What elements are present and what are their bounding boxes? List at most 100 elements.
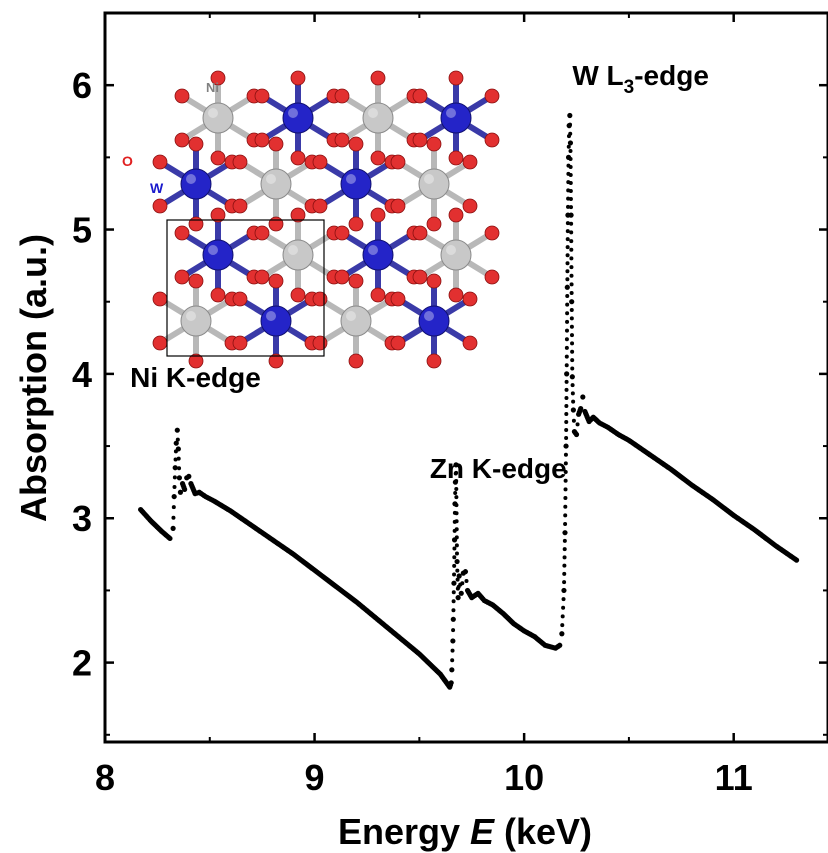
data-point xyxy=(174,427,180,433)
data-point-interp xyxy=(172,484,177,489)
inset-oxygen-atom xyxy=(210,70,226,86)
data-point-interp xyxy=(569,333,574,338)
inset-oxygen-atom xyxy=(152,291,168,307)
y-tick-label: 2 xyxy=(72,643,92,684)
inset-oxygen-atom xyxy=(348,216,364,232)
data-point xyxy=(564,371,570,377)
inset-atom-highlight xyxy=(186,311,196,321)
data-point-interp xyxy=(570,366,575,371)
inset-nickel-atom xyxy=(202,102,234,134)
inset-oxygen-atom xyxy=(188,273,204,289)
data-point-interp xyxy=(569,265,574,270)
inset-nickel-atom xyxy=(440,239,472,271)
data-point-interp xyxy=(568,131,573,136)
plot-frame xyxy=(103,11,828,744)
data-point-interp xyxy=(564,403,569,408)
data-point xyxy=(462,569,469,575)
inset-atom-label: O xyxy=(122,153,133,169)
inset-tungsten-atom xyxy=(180,168,212,200)
data-point-interp xyxy=(173,457,178,462)
data-point-interp xyxy=(568,122,573,127)
inset-tungsten-atom xyxy=(260,305,292,337)
data-point-interp xyxy=(564,395,569,400)
inset-oxygen-atom xyxy=(484,132,500,148)
inset-tungsten-atom xyxy=(340,168,372,200)
inset-tungsten-atom xyxy=(418,305,450,337)
inset-oxygen-atom xyxy=(254,269,270,285)
inset-oxygen-atom xyxy=(412,269,428,285)
y-tick-label: 4 xyxy=(72,354,92,395)
inset-atom-highlight xyxy=(266,311,276,321)
inset-atom-highlight xyxy=(208,245,218,255)
data-point-interp xyxy=(569,205,573,210)
inset-oxygen-atom xyxy=(370,287,386,303)
data-point-interp xyxy=(562,547,567,552)
data-point-interp xyxy=(569,282,574,287)
data-point xyxy=(454,558,460,565)
inset-oxygen-atom xyxy=(268,216,284,232)
data-point-interp xyxy=(452,555,457,560)
data-point xyxy=(562,530,568,536)
inset-oxygen-atom xyxy=(448,287,464,303)
data-point-interp xyxy=(450,648,455,653)
inset-oxygen-atom xyxy=(254,132,270,148)
inset-oxygen-atom xyxy=(484,269,500,285)
data-point-interp xyxy=(569,256,574,261)
inset-oxygen-atom xyxy=(152,198,168,214)
data-point-interp xyxy=(454,487,459,492)
inset-oxygen-atom xyxy=(232,154,248,170)
data-point xyxy=(458,590,464,596)
inset-nickel-atom xyxy=(340,305,372,337)
inset-oxygen-atom xyxy=(370,207,386,223)
data-point-interp xyxy=(564,337,569,342)
data-point-interp xyxy=(451,590,456,595)
data-point-interp xyxy=(569,324,574,329)
data-point-interp xyxy=(563,496,568,501)
inset-oxygen-atom xyxy=(462,335,478,351)
data-point-interp xyxy=(565,269,570,274)
data-point xyxy=(450,616,456,622)
data-point xyxy=(448,680,454,686)
inset-atom-highlight xyxy=(208,108,218,118)
inset-tungsten-atom xyxy=(282,102,314,134)
data-point xyxy=(177,489,184,495)
data-point-interp xyxy=(460,581,465,586)
inset-oxygen-atom xyxy=(484,225,500,241)
data-point-interp xyxy=(452,572,457,577)
inset-oxygen-atom xyxy=(290,287,306,303)
data-point xyxy=(182,486,188,492)
inset-oxygen-atom xyxy=(268,273,284,289)
data-point-interp xyxy=(562,580,567,585)
data-point-interp xyxy=(568,181,573,186)
w-edge-annotation: W L3-edge xyxy=(572,60,709,98)
data-point-interp xyxy=(565,253,570,258)
inset-oxygen-atom xyxy=(426,136,442,152)
axes: 8 9 10 11 2 3 4 5 6 xyxy=(72,12,828,798)
data-point-interp xyxy=(568,173,573,177)
data-point-interp xyxy=(570,383,575,388)
data-point-interp xyxy=(565,237,570,242)
x-tick-label: 9 xyxy=(305,757,325,798)
inset-oxygen-atom xyxy=(348,136,364,152)
data-point-interp xyxy=(564,420,569,425)
inset-atom-highlight xyxy=(424,174,434,184)
data-point-interp xyxy=(562,571,567,576)
inset-oxygen-atom xyxy=(426,216,442,232)
data-point-interp xyxy=(570,391,575,396)
data-point-interp xyxy=(569,291,574,296)
data-point-interp xyxy=(563,504,568,509)
data-point xyxy=(793,557,800,563)
data-point xyxy=(578,405,584,412)
data-point-interp xyxy=(569,239,574,244)
inset-oxygen-atom xyxy=(390,335,406,351)
data-point-interp xyxy=(177,466,182,471)
inset-oxygen-atom xyxy=(390,198,406,214)
data-point xyxy=(580,394,586,400)
inset-oxygen-atom xyxy=(268,353,284,369)
data-point xyxy=(557,642,563,648)
data-point xyxy=(455,595,461,601)
inset-atom-highlight xyxy=(346,174,356,184)
inset-atom-highlight xyxy=(368,108,378,118)
data-point-interp xyxy=(569,273,574,278)
edge-annotation: Ni K-edge xyxy=(130,362,261,393)
